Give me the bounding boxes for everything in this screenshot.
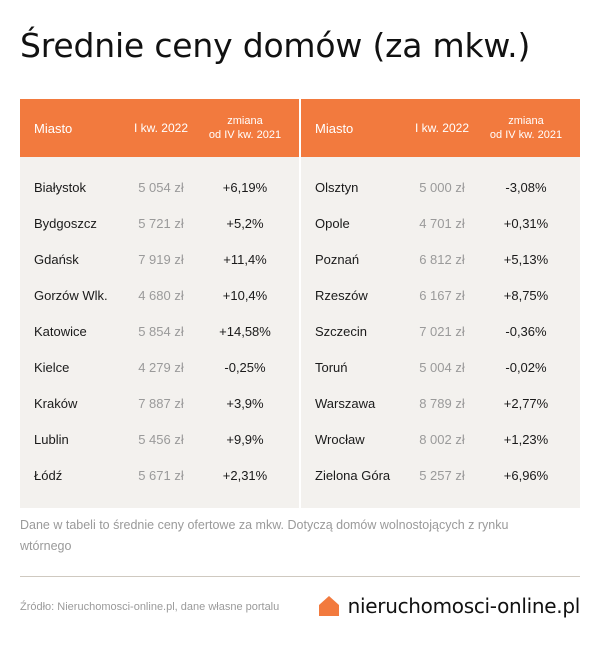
price-cell: 5 000 zł: [419, 179, 465, 195]
city-cell: Opole: [315, 215, 350, 231]
table-row: Łódź 5 671 zł +2,31%: [20, 457, 299, 493]
city-cell: Katowice: [34, 323, 87, 339]
city-cell: Kraków: [34, 395, 78, 411]
change-cell: +2,31%: [222, 467, 268, 483]
table-row: Kraków 7 887 zł +3,9%: [20, 385, 299, 421]
price-cell: 5 671 zł: [138, 467, 184, 483]
page-title: Średnie ceny domów (za mkw.): [20, 26, 531, 65]
change-cell: -0,25%: [224, 359, 266, 375]
header-city: Miasto: [34, 120, 73, 136]
table-body: Białystok 5 054 zł +6,19% Bydgoszcz 5 721 z…: [20, 157, 299, 493]
city-cell: Wrocław: [315, 431, 365, 447]
table-row: Katowice 5 854 zł +14,58%: [20, 313, 299, 349]
change-cell: -0,02%: [505, 359, 547, 375]
table-row: Warszawa 8 789 zł +2,77%: [301, 385, 580, 421]
divider: [20, 576, 580, 577]
change-cell: +3,9%: [226, 395, 264, 411]
price-cell: 7 021 zł: [419, 323, 465, 339]
source-text: Źródło: Nieruchomosci-online.pl, dane wł…: [20, 601, 280, 613]
house-icon: [318, 596, 339, 616]
change-cell: +10,4%: [222, 287, 268, 303]
table-row: Kielce 4 279 zł -0,25%: [20, 349, 299, 385]
price-cell: 4 680 zł: [138, 287, 184, 303]
city-cell: Łódź: [34, 467, 63, 483]
change-cell: +14,58%: [219, 323, 271, 339]
change-cell: -0,36%: [505, 323, 547, 339]
table-row: Bydgoszcz 5 721 zł +5,2%: [20, 205, 299, 241]
price-cell: 5 721 zł: [138, 215, 184, 231]
header-change-line2: od IV kw. 2021: [489, 129, 563, 141]
price-cell: 6 167 zł: [419, 287, 465, 303]
table-row: Rzeszów 6 167 zł +8,75%: [301, 277, 580, 313]
header-city: Miasto: [315, 120, 354, 136]
change-cell: -3,08%: [505, 179, 547, 195]
table-row: Toruń 5 004 zł -0,02%: [301, 349, 580, 385]
city-cell: Zielona Góra: [315, 467, 391, 483]
table-note: Dane w tabeli to średnie ceny ofertowe z…: [20, 518, 509, 553]
price-cell: 5 854 zł: [138, 323, 184, 339]
header-quarter: I kw. 2022: [414, 121, 470, 135]
table-left: Miasto I kw. 2022 zmiana od IV kw. 2021 …: [20, 99, 299, 508]
table-row: Zielona Góra 5 257 zł +6,96%: [301, 457, 580, 493]
city-cell: Bydgoszcz: [34, 215, 97, 231]
price-cell: 5 456 zł: [138, 431, 184, 447]
change-cell: +1,23%: [503, 431, 549, 447]
city-cell: Szczecin: [315, 323, 368, 339]
header-change: zmiana od IV kw. 2021: [481, 99, 571, 157]
brand-name: nieruchomosci-online.pl: [347, 594, 581, 618]
table-header: Miasto I kw. 2022 zmiana od IV kw. 2021: [301, 99, 580, 157]
city-cell: Rzeszów: [315, 287, 368, 303]
change-cell: +8,75%: [503, 287, 549, 303]
change-cell: +0,31%: [503, 215, 549, 231]
table-row: Wrocław 8 002 zł +1,23%: [301, 421, 580, 457]
table-right: Miasto I kw. 2022 zmiana od IV kw. 2021 …: [301, 99, 580, 508]
price-cell: 4 701 zł: [419, 215, 465, 231]
city-cell: Kielce: [34, 359, 70, 375]
price-cell: 7 919 zł: [138, 251, 184, 267]
change-cell: +5,13%: [503, 251, 549, 267]
change-cell: +11,4%: [223, 251, 267, 267]
table-row: Szczecin 7 021 zł -0,36%: [301, 313, 580, 349]
city-cell: Białystok: [34, 179, 87, 195]
city-cell: Toruń: [315, 359, 348, 375]
table-row: Gorzów Wlk. 4 680 zł +10,4%: [20, 277, 299, 313]
change-cell: +2,77%: [503, 395, 549, 411]
change-cell: +9,9%: [226, 431, 264, 447]
table-row: Olsztyn 5 000 zł -3,08%: [301, 169, 580, 205]
header-change-line2: od IV kw. 2021: [208, 129, 282, 141]
change-cell: +6,19%: [222, 179, 268, 195]
price-cell: 7 887 zł: [138, 395, 184, 411]
city-cell: Poznań: [315, 251, 360, 267]
table-row: Białystok 5 054 zł +6,19%: [20, 169, 299, 205]
change-cell: +5,2%: [226, 215, 264, 231]
price-cell: 8 789 zł: [419, 395, 465, 411]
table-row: Poznań 6 812 zł +5,13%: [301, 241, 580, 277]
city-cell: Gorzów Wlk.: [34, 287, 108, 303]
brand-logo[interactable]: nieruchomosci-online.pl: [318, 594, 580, 618]
header-change: zmiana od IV kw. 2021: [200, 99, 290, 157]
price-tables: Miasto I kw. 2022 zmiana od IV kw. 2021 …: [20, 99, 580, 508]
price-cell: 6 812 zł: [419, 251, 465, 267]
price-cell: 5 054 zł: [138, 179, 184, 195]
city-cell: Olsztyn: [315, 179, 359, 195]
price-cell: 5 004 zł: [419, 359, 465, 375]
price-cell: 5 257 zł: [419, 467, 465, 483]
city-cell: Gdańsk: [34, 251, 79, 267]
table-body: Olsztyn 5 000 zł -3,08% Opole 4 701 zł +0,31…: [301, 157, 580, 493]
change-cell: +6,96%: [503, 467, 549, 483]
city-cell: Warszawa: [315, 395, 376, 411]
header-quarter: I kw. 2022: [133, 121, 189, 135]
header-change-line1: zmiana: [227, 115, 263, 127]
header-change-line1: zmiana: [508, 115, 544, 127]
price-cell: 4 279 zł: [138, 359, 184, 375]
table-row: Lublin 5 456 zł +9,9%: [20, 421, 299, 457]
table-header: Miasto I kw. 2022 zmiana od IV kw. 2021: [20, 99, 299, 157]
table-row: Opole 4 701 zł +0,31%: [301, 205, 580, 241]
price-cell: 8 002 zł: [419, 431, 465, 447]
table-row: Gdańsk 7 919 zł +11,4%: [20, 241, 299, 277]
city-cell: Lublin: [34, 431, 69, 447]
